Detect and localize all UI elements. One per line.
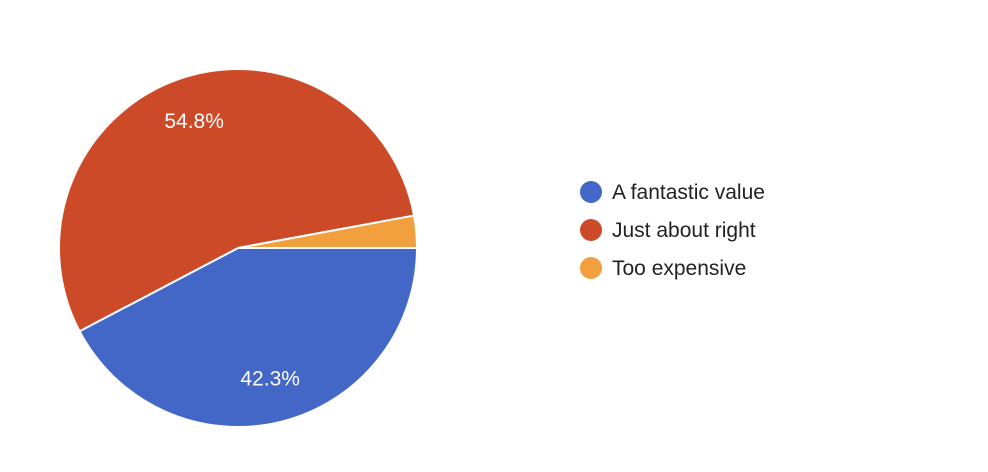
legend-item: Just about right (580, 219, 756, 242)
legend-marker (580, 257, 602, 279)
pie-slice-just-about-right (58, 68, 416, 333)
legend-label: Just about right (612, 219, 756, 242)
pie-slice-too-expensive (237, 214, 419, 249)
legend-label: A fantastic value (612, 181, 765, 204)
pie-slices (58, 68, 419, 428)
slice-value-label: 54.8% (164, 110, 224, 133)
legend-marker (580, 219, 602, 241)
legend-label: Too expensive (612, 257, 746, 280)
slice-value-label: 42.3% (240, 367, 300, 390)
legend-marker (580, 181, 602, 203)
legend-item: Too expensive (580, 257, 746, 280)
pie-slice-labels: 42.3% 54.8% (164, 110, 300, 390)
pie-slice-a-fantastic-value (78, 247, 418, 428)
legend: A fantastic value Just about right Too exp… (580, 181, 765, 280)
legend-item: A fantastic value (580, 181, 765, 204)
